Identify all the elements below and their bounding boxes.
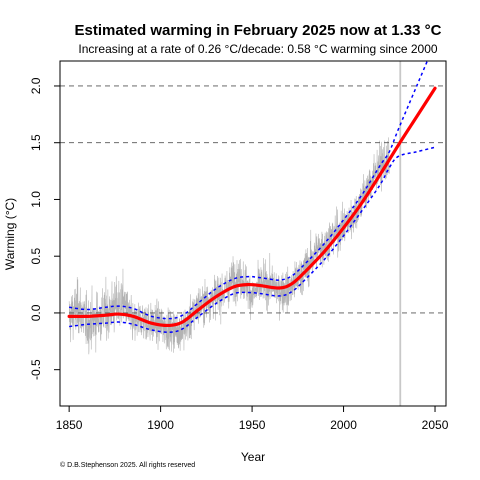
y-tick-label: 1.0 <box>29 191 43 208</box>
plot-content <box>60 61 446 406</box>
x-tick-label: 2000 <box>330 418 357 432</box>
upper-band-line <box>69 61 429 320</box>
x-tick-label: 1850 <box>56 418 83 432</box>
x-tick-label: 1950 <box>239 418 266 432</box>
chart-subtitle: Increasing at a rate of 0.26 °C/decade: … <box>78 42 437 56</box>
y-tick-label: 0.5 <box>29 248 43 265</box>
chart-title: Estimated warming in February 2025 now a… <box>75 22 442 39</box>
observed-monthly-series <box>68 137 390 355</box>
x-tick-label: 1900 <box>147 418 174 432</box>
y-axis-label: Warming (°C) <box>3 198 17 270</box>
x-tick-label: 2050 <box>422 418 449 432</box>
x-axis: 1850 1900 1950 2000 2050 <box>56 406 449 432</box>
copyright-note: © D.B.Stephenson 2025. All rights reserv… <box>60 461 195 469</box>
lower-band-line <box>69 146 436 333</box>
y-axis: -0.5 0.0 0.5 1.0 1.5 2.0 <box>29 77 60 380</box>
x-axis-label: Year <box>241 450 265 464</box>
plot-area <box>60 61 446 406</box>
y-tick-label: 2.0 <box>29 77 43 94</box>
plot-frame <box>59 60 447 407</box>
y-tick-label: 1.5 <box>29 134 43 151</box>
trend-line <box>67 86 437 328</box>
y-tick-label: -0.5 <box>29 359 43 380</box>
y-tick-label: 0.0 <box>29 304 43 321</box>
